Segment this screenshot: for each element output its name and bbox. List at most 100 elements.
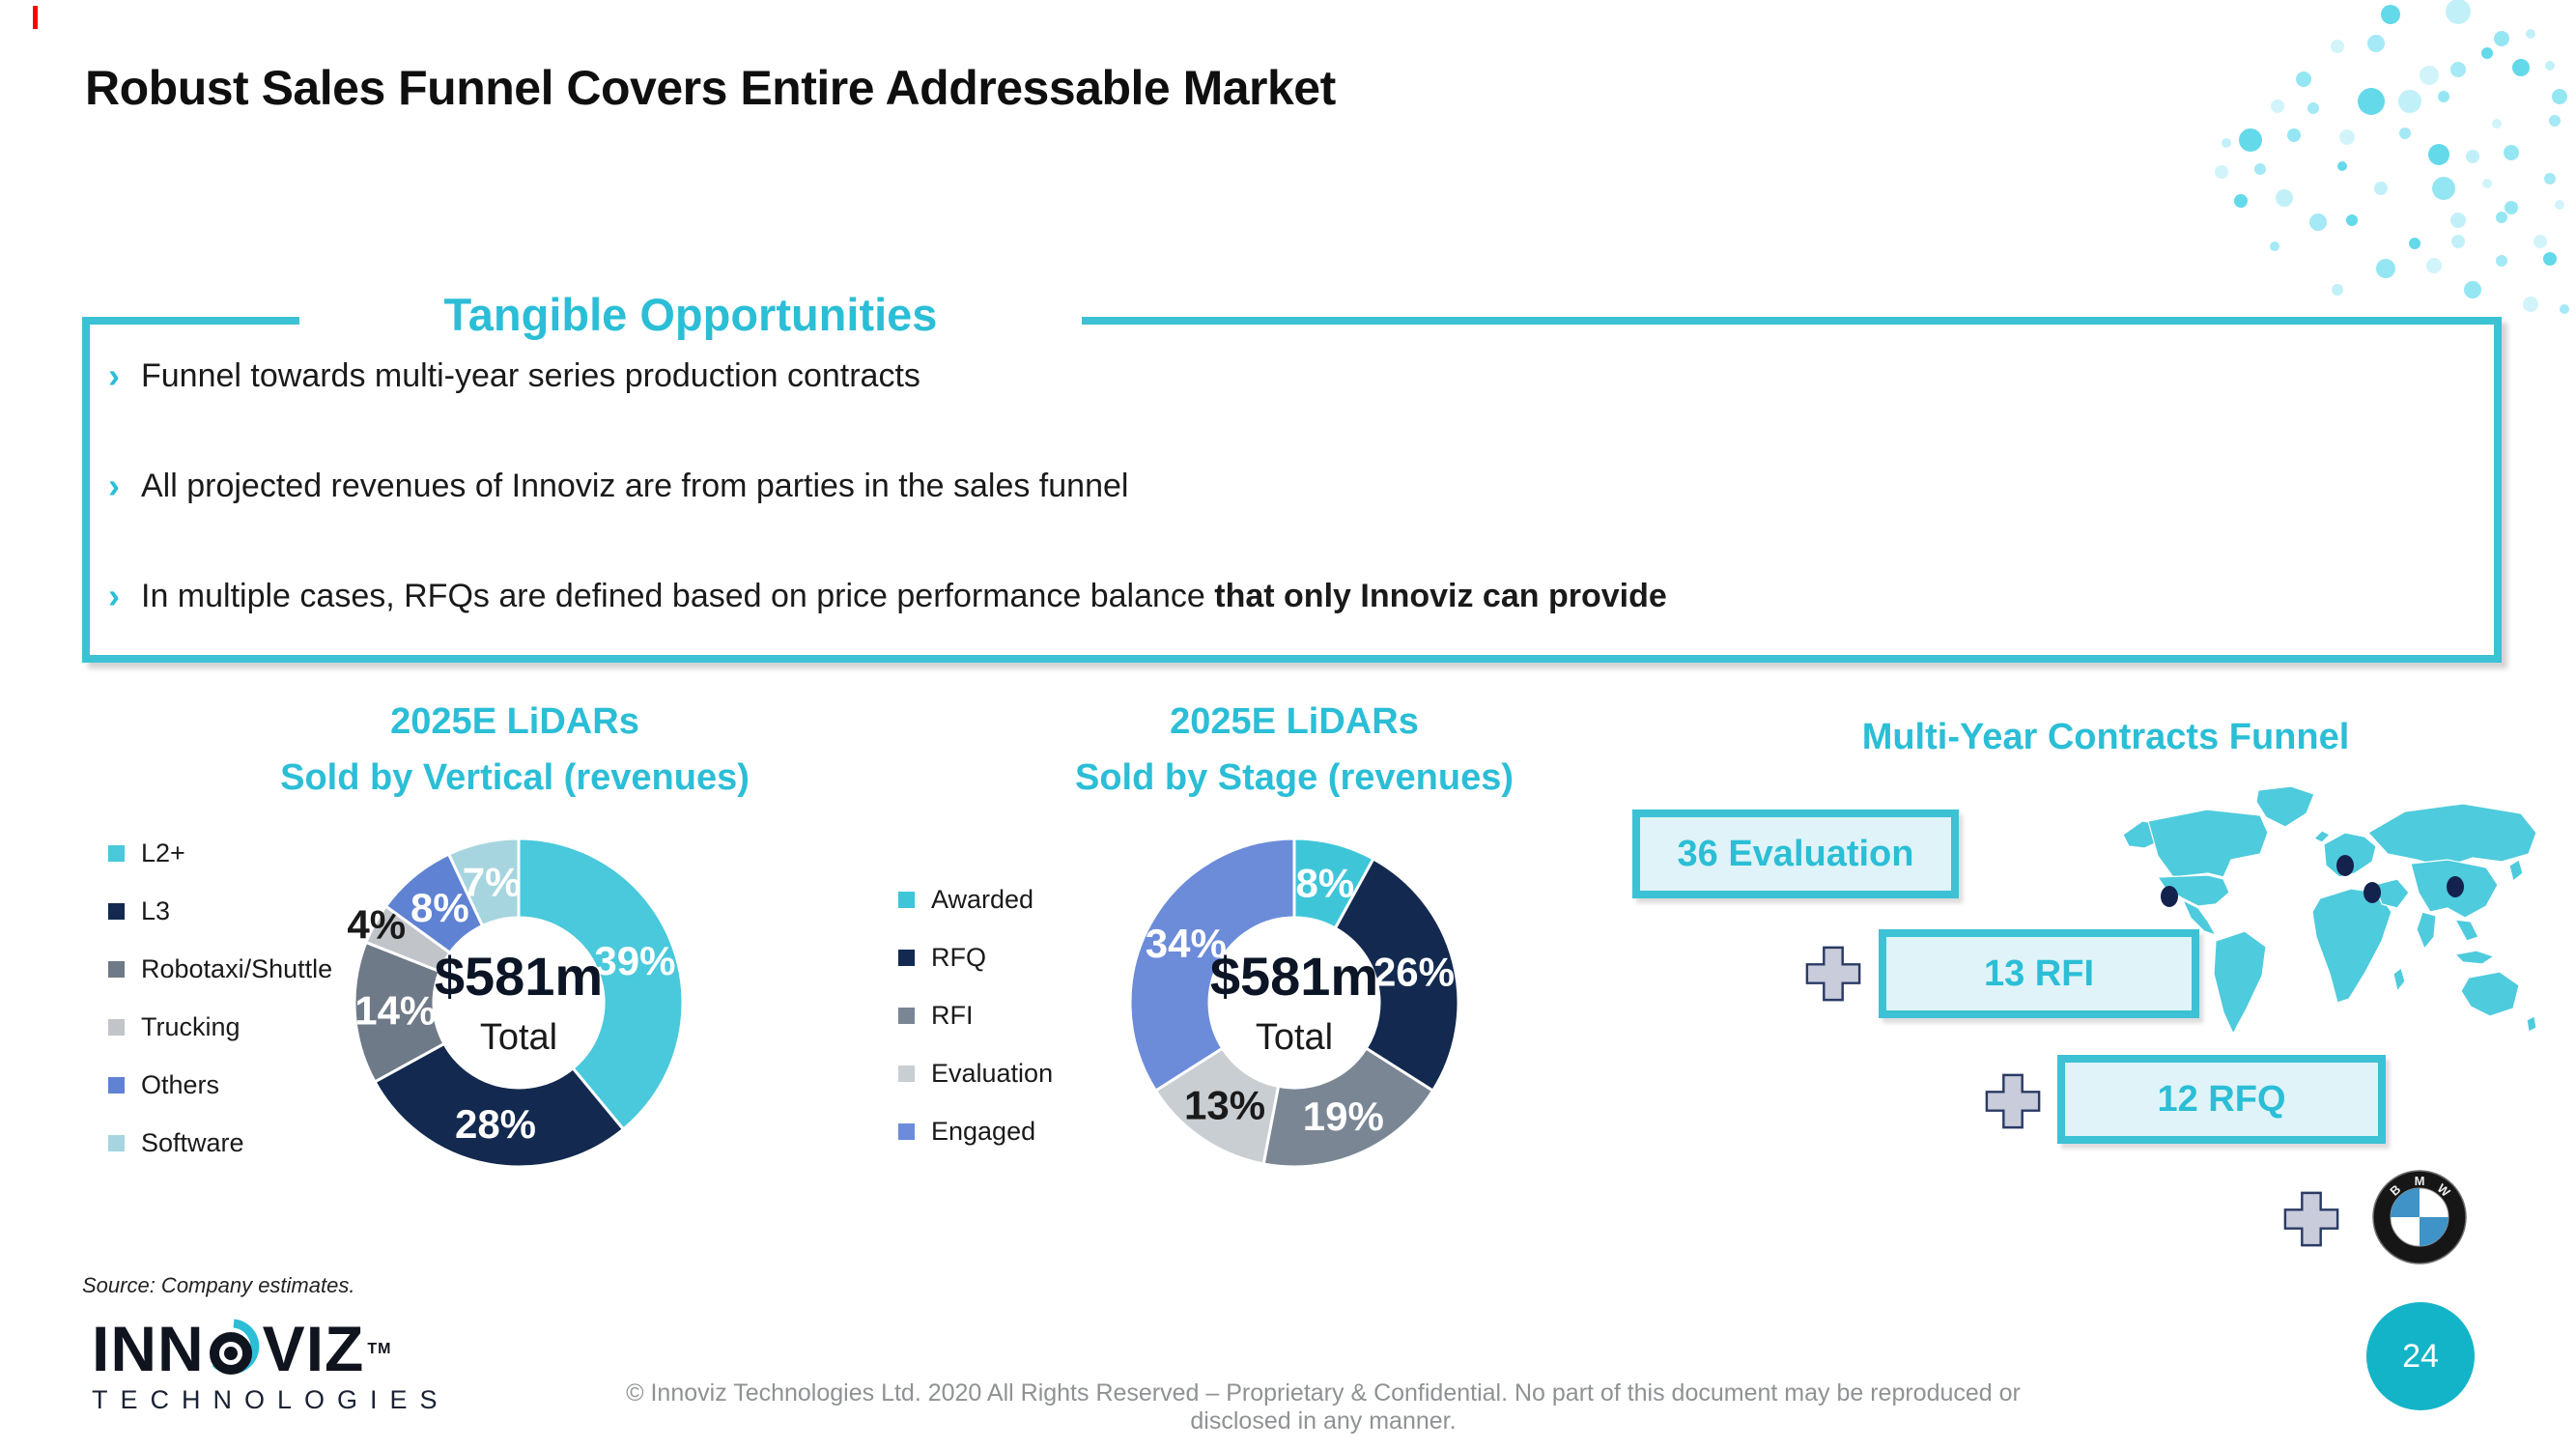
funnel-heading: Multi-Year Contracts Funnel xyxy=(1861,717,2350,757)
donut-slice-software xyxy=(446,837,521,928)
decorative-dot xyxy=(2544,173,2556,185)
decorative-dot xyxy=(2332,284,2343,296)
donut-slice-engaged xyxy=(1128,837,1296,1094)
stage-box-rfi: 13 RFI xyxy=(1879,929,2199,1018)
legend-item: Engaged xyxy=(898,1117,1053,1147)
decorative-dot xyxy=(2523,297,2538,312)
chart1-title-line2: Sold by Vertical (revenues) xyxy=(280,757,750,798)
legend-label: Awarded xyxy=(931,885,1034,914)
donut-center-value: $581m xyxy=(435,946,603,1007)
chart2-title-line2: Sold by Stage (revenues) xyxy=(1074,757,1514,798)
donut-center-label: Total xyxy=(480,1017,557,1058)
bullet-text: Funnel towards multi-year series product… xyxy=(141,357,920,394)
decorative-dot xyxy=(2307,102,2319,114)
decorative-dot xyxy=(2309,213,2327,231)
slice-label: 13% xyxy=(1184,1082,1265,1127)
dots-decoration xyxy=(2215,0,2569,314)
decorative-dot xyxy=(2505,201,2518,214)
decorative-dot xyxy=(2398,90,2421,113)
slice-label: 34% xyxy=(1146,921,1227,966)
bullet-chevron-icon: › xyxy=(108,355,120,395)
decorative-dot xyxy=(2432,177,2455,200)
legend-item: Evaluation xyxy=(898,1059,1053,1089)
stage-label: 12 RFQ xyxy=(2157,1078,2286,1120)
slice-label: 19% xyxy=(1303,1094,1384,1139)
innoviz-eye-icon xyxy=(209,1319,260,1375)
decorative-dot xyxy=(2451,235,2465,248)
logo-text-left: INN xyxy=(92,1313,205,1384)
decorative-dot xyxy=(2534,235,2547,248)
decorative-dot xyxy=(2504,145,2519,160)
chart2-title-line1: 2025E LiDARs xyxy=(1170,701,1419,742)
legend-swatch xyxy=(108,961,125,978)
legend-item: RFQ xyxy=(898,943,1053,973)
decorative-dot xyxy=(2496,212,2507,223)
decorative-dot xyxy=(2339,129,2355,145)
legend-swatch xyxy=(108,1135,125,1151)
decorative-dot xyxy=(2464,281,2481,298)
decorative-dot xyxy=(2287,128,2301,142)
donut-slice-rfq xyxy=(1333,856,1460,1094)
slice-label: 7% xyxy=(463,860,522,905)
decorative-dot xyxy=(2409,238,2420,249)
decorative-dot xyxy=(2374,182,2388,195)
bullet-item: › In multiple cases, RFQs are defined bas… xyxy=(108,576,2426,616)
legend-swatch xyxy=(898,892,915,908)
legend-label: Software xyxy=(141,1128,244,1157)
decorative-dot xyxy=(2552,89,2567,104)
plus-icon xyxy=(2283,1191,2339,1247)
decorative-dot xyxy=(2426,258,2442,273)
decorative-dot xyxy=(2215,165,2228,179)
decorative-dot xyxy=(2358,88,2385,115)
decorative-dot xyxy=(2450,213,2466,228)
logo-text-right: VIZ xyxy=(262,1313,365,1384)
legend-swatch xyxy=(898,950,915,966)
bullet-item: › Funnel towards multi-year series produc… xyxy=(108,355,2426,396)
decorative-dot xyxy=(2482,179,2492,188)
decorative-dot xyxy=(2346,214,2358,226)
slice-label: 8% xyxy=(1295,861,1354,906)
world-map xyxy=(2122,785,2537,1035)
legend-label: RFQ xyxy=(931,943,986,972)
slice-label: 8% xyxy=(410,885,469,930)
legend-label: Others xyxy=(141,1070,220,1099)
chart2-legend: Awarded RFQ RFI Evaluation Engaged xyxy=(898,885,1053,1175)
legend-item: Awarded xyxy=(898,885,1053,915)
decorative-dot xyxy=(2466,150,2479,163)
legend-swatch xyxy=(108,1019,125,1036)
stage-label: 13 RFI xyxy=(1983,952,2095,994)
decorative-dot xyxy=(2560,304,2569,314)
donut-chart-stage: 8% 26% 19% 13% 34%$581m Total xyxy=(1128,837,1460,1169)
logo-subtitle: TECHNOLOGIES xyxy=(92,1385,450,1414)
decorative-dot xyxy=(2494,31,2509,46)
legend-label: Trucking xyxy=(141,1012,241,1041)
red-accent-mark xyxy=(33,6,38,29)
slice-label: 26% xyxy=(1373,950,1455,995)
decorative-dot xyxy=(2367,35,2385,52)
donut-slice-l3 xyxy=(372,1041,626,1169)
bullet-text: All projected revenues of Innoviz are fr… xyxy=(141,468,1129,504)
decorative-dot xyxy=(2239,128,2262,152)
decorative-dot xyxy=(2420,66,2439,85)
slice-label: 39% xyxy=(594,938,675,983)
tangible-opportunities-box xyxy=(82,317,2502,663)
legend-item: Robotaxi/Shuttle xyxy=(108,954,332,984)
decorative-dot xyxy=(2399,128,2411,139)
legend-swatch xyxy=(898,1123,915,1140)
decorative-dot xyxy=(2331,40,2344,53)
page-number-badge: 24 xyxy=(2366,1302,2475,1410)
donut-center-label: Total xyxy=(1256,1017,1333,1058)
decorative-dot xyxy=(2376,259,2395,278)
decorative-dot xyxy=(2450,62,2466,77)
decorative-dot xyxy=(2438,91,2449,102)
decorative-dot xyxy=(2555,200,2564,210)
legend-swatch xyxy=(108,903,125,920)
copyright: © Innoviz Technologies Ltd. 2020 All Rig… xyxy=(626,1379,2021,1435)
map-marker xyxy=(2364,882,2381,903)
chart1-title: 2025E LiDARs Sold by Vertical (revenues) xyxy=(215,694,814,806)
legend-item: RFI xyxy=(898,1001,1053,1031)
legend-item: L3 xyxy=(108,896,332,926)
decorative-dot xyxy=(2428,144,2449,165)
decorative-dot xyxy=(2543,252,2557,266)
